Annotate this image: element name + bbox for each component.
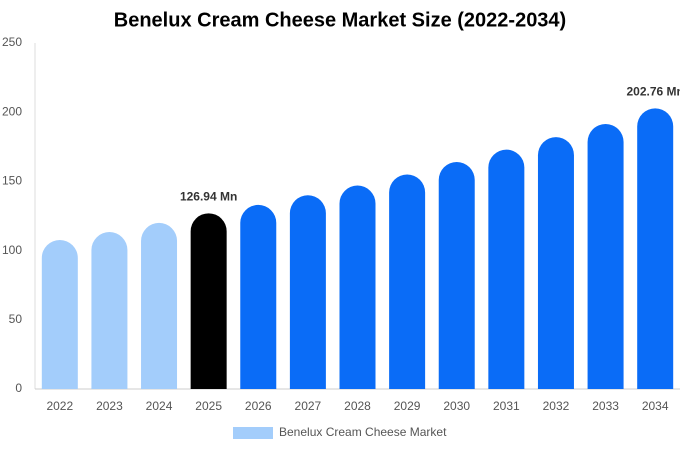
x-tick-label: 2024: [146, 399, 173, 413]
bar: [389, 174, 426, 389]
bar: [637, 108, 674, 389]
bar: [190, 213, 227, 389]
x-tick-label: 2028: [344, 399, 371, 413]
value-label: 202.76 Mn: [627, 85, 680, 99]
value-label: 126.94 Mn: [180, 189, 237, 203]
x-tick-label: 2030: [443, 399, 470, 413]
y-tick-label: 100: [2, 243, 22, 257]
x-tick-label: 2022: [46, 399, 73, 413]
legend-swatch: [233, 427, 273, 439]
bar: [438, 162, 475, 389]
legend-label: Benelux Cream Cheese Market: [279, 425, 447, 439]
y-tick-label: 150: [2, 174, 22, 188]
chart-title: Benelux Cream Cheese Market Size (2022-2…: [114, 9, 566, 31]
bar: [488, 149, 525, 389]
y-tick-label: 250: [2, 35, 22, 49]
bar: [537, 137, 574, 389]
x-tick-label: 2033: [592, 399, 619, 413]
y-tick-label: 200: [2, 104, 22, 118]
bar: [339, 185, 376, 389]
bar: [41, 239, 78, 389]
x-tick-label: 2023: [96, 399, 123, 413]
x-tick-label: 2029: [394, 399, 421, 413]
bar: [240, 204, 277, 389]
x-tick-label: 2026: [245, 399, 272, 413]
y-tick-label: 50: [9, 312, 23, 326]
x-tick-label: 2031: [493, 399, 520, 413]
bar: [141, 222, 178, 389]
x-tick-label: 2034: [642, 399, 669, 413]
bar: [91, 232, 128, 389]
x-tick-label: 2025: [195, 399, 222, 413]
x-tick-label: 2032: [543, 399, 570, 413]
y-tick-label: 0: [15, 381, 22, 395]
bar: [289, 195, 326, 389]
bar: [587, 123, 624, 390]
x-tick-label: 2027: [295, 399, 322, 413]
